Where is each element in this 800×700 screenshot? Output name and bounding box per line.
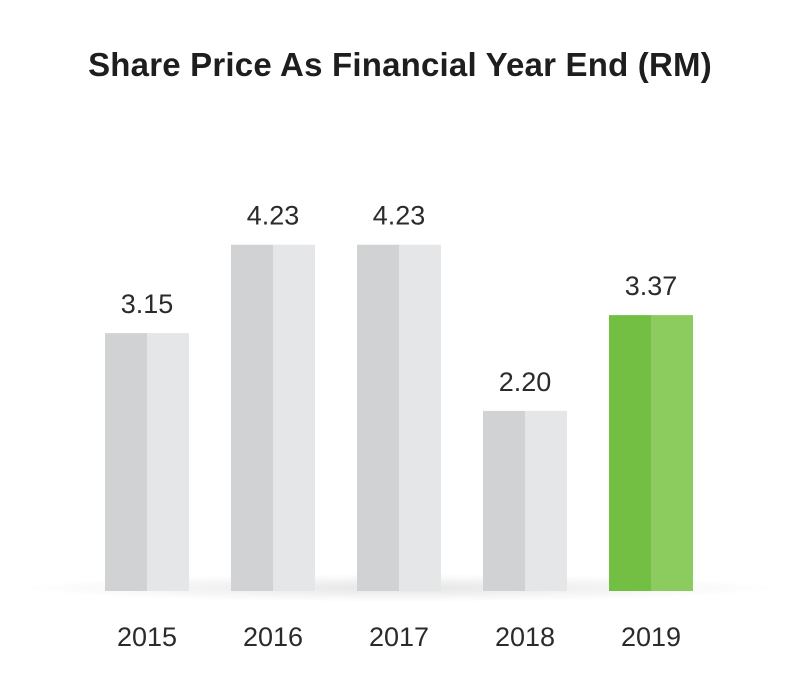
value-label-2016: 4.23 <box>247 201 300 231</box>
bar-right-face <box>651 315 693 591</box>
value-label-2017: 4.23 <box>373 201 426 231</box>
x-tick-label-2019: 2019 <box>621 622 681 652</box>
bar-2019 <box>609 315 693 591</box>
x-tick-label-2016: 2016 <box>243 622 303 652</box>
x-tick-label-2017: 2017 <box>369 622 429 652</box>
bar-left-face <box>105 333 147 591</box>
bar-left-face <box>483 410 525 591</box>
x-tick-label-2018: 2018 <box>495 622 555 652</box>
bar-2018 <box>483 410 567 591</box>
bar-2017 <box>357 244 441 591</box>
bar-right-face <box>273 244 315 591</box>
bar-right-face <box>399 244 441 591</box>
bar-left-face <box>609 315 651 591</box>
bar-left-face <box>231 244 273 591</box>
bar-left-face <box>357 244 399 591</box>
bar-right-face <box>147 333 189 591</box>
bar-2015 <box>105 333 189 591</box>
value-label-2018: 2.20 <box>499 367 552 397</box>
bar-2016 <box>231 244 315 591</box>
x-tick-label-2015: 2015 <box>117 622 177 652</box>
value-label-2019: 3.37 <box>625 271 678 301</box>
value-label-2015: 3.15 <box>121 289 174 319</box>
chart-title: Share Price As Financial Year End (RM) <box>88 46 712 83</box>
bar-right-face <box>525 410 567 591</box>
